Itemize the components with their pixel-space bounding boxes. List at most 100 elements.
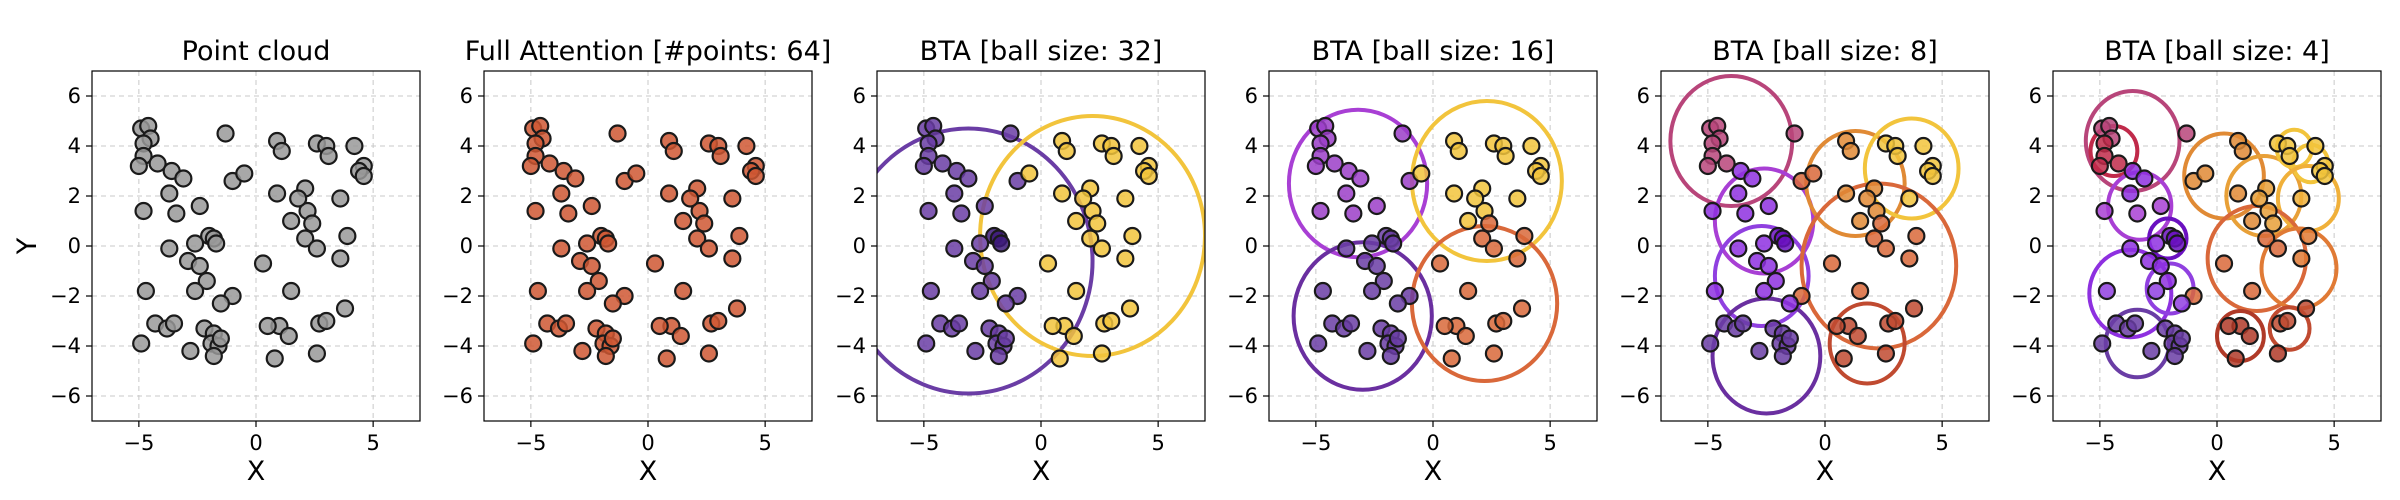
x-axis-label: X [1816, 456, 1835, 487]
data-point [657, 349, 676, 368]
data-point [2109, 154, 2128, 173]
data-point [1123, 226, 1142, 246]
data-point [1052, 184, 1072, 203]
y-tick-label: 6 [2029, 84, 2042, 108]
data-point [1116, 249, 1135, 268]
data-point [1388, 294, 1407, 313]
data-point [2257, 229, 2276, 248]
data-point [2278, 311, 2297, 331]
data-point [982, 271, 1001, 291]
data-point [2196, 164, 2215, 183]
data-point [970, 234, 990, 253]
data-point [1374, 271, 1393, 291]
data-point [1444, 184, 1464, 203]
data-point [2146, 281, 2166, 301]
data-point [1531, 166, 1550, 186]
data-point [307, 239, 327, 258]
data-point [1484, 344, 1504, 363]
data-point [267, 184, 287, 203]
y-tick-label: 6 [68, 84, 81, 108]
data-point [730, 226, 749, 246]
data-point [627, 164, 646, 183]
data-point [1067, 211, 1086, 231]
data-point [1780, 294, 1799, 313]
data-point [185, 281, 205, 301]
ball-circle [877, 126, 1095, 396]
y-tick-label: 4 [460, 134, 473, 158]
data-point [216, 124, 235, 143]
x-axis-label: X [2208, 456, 2227, 487]
subplot-title: BTA [ball size: 16] [1312, 36, 1555, 67]
data-point [1494, 311, 1513, 331]
x-tick-label: 5 [2327, 431, 2340, 455]
data-point [190, 196, 209, 216]
data-point [1362, 281, 1382, 301]
data-point [699, 344, 719, 363]
data-point [1020, 164, 1039, 183]
data-point [1736, 204, 1755, 223]
y-tick-label: −2 [835, 284, 866, 308]
data-point [1785, 124, 1804, 143]
data-point [2306, 136, 2325, 156]
data-point [1851, 281, 1870, 301]
ball-circle [1862, 116, 1961, 221]
subplot-3: −5 0 5 −6 −4 −2 0 2 4 6 BTA [ball size: 32] X [835, 36, 1206, 487]
data-point [1064, 326, 1083, 346]
data-point [966, 341, 985, 361]
data-point [1886, 311, 1905, 331]
data-point [2165, 346, 2184, 366]
subplot-title: Point cloud [182, 36, 331, 67]
data-point [190, 256, 209, 276]
y-tick-label: 4 [1637, 134, 1650, 158]
data-point [289, 189, 308, 208]
y-tick-label: −4 [1227, 334, 1258, 358]
y-tick-label: −2 [2011, 284, 2042, 308]
data-point [2172, 294, 2191, 313]
plot-area [2083, 89, 2341, 380]
data-point [2292, 189, 2311, 208]
data-point [577, 234, 597, 253]
data-point [1888, 146, 1907, 166]
data-point [996, 294, 1015, 313]
x-tick-label: −5 [2084, 431, 2115, 455]
data-point [1456, 326, 1475, 346]
y-tick-label: 4 [1245, 134, 1258, 158]
data-point [1311, 201, 1330, 221]
data-point [2240, 326, 2259, 346]
y-tick-label: 6 [1637, 84, 1650, 108]
data-point [1729, 184, 1748, 203]
data-point [181, 341, 200, 361]
data-point [659, 184, 679, 203]
data-point [1754, 234, 1774, 253]
x-axis-label: X [1424, 456, 1443, 487]
data-point [528, 281, 547, 301]
y-tick-label: 2 [460, 184, 473, 208]
data-point [1733, 314, 1753, 333]
y-tick-label: 0 [460, 234, 473, 258]
data-point [596, 346, 615, 366]
data-point [2135, 169, 2154, 188]
ball-circle [1712, 224, 1811, 328]
y-tick-label: 2 [1637, 184, 1650, 208]
subplot-title: Full Attention [#points: 64] [465, 36, 832, 67]
data-point [952, 204, 971, 223]
data-point [258, 316, 277, 336]
data-point [582, 256, 601, 276]
x-tick-label: 5 [1935, 431, 1948, 455]
data-point [2299, 226, 2318, 246]
data-point [992, 234, 1011, 253]
data-point [727, 299, 747, 318]
data-point [559, 204, 578, 223]
x-tick-label: 5 [1543, 431, 1556, 455]
data-point [1309, 334, 1328, 353]
data-point [589, 271, 608, 291]
data-point [671, 326, 690, 346]
y-tick-label: −2 [1227, 284, 1258, 308]
plot-area [129, 116, 373, 368]
data-point [1834, 349, 1853, 368]
x-axis-label: X [247, 456, 266, 487]
data-point [1116, 189, 1135, 208]
data-point [2228, 184, 2248, 203]
data-point [2219, 316, 2238, 336]
